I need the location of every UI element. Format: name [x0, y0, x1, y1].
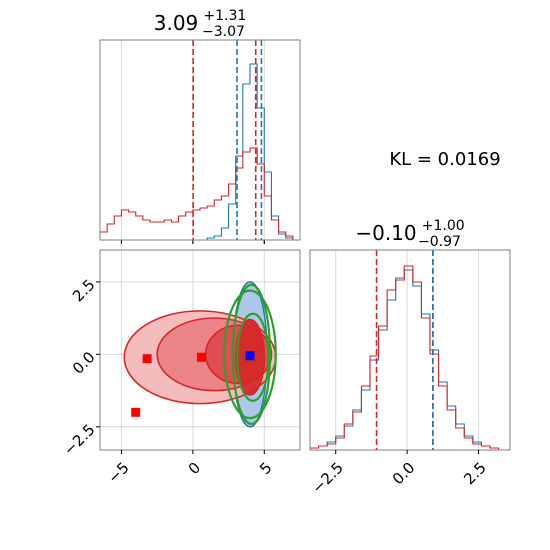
y-ticks-bottom-left: −2.5 0.0 2.5 — [60, 276, 100, 459]
title-top-left: 3.09 +1.31 — [154, 8, 247, 35]
histogram-top-left — [100, 63, 300, 240]
red-square-marker — [196, 352, 206, 362]
x-tick-label: 0.0 — [389, 459, 419, 489]
green-ellipse — [231, 283, 272, 426]
kl-annotation: KL = 0.0169 — [389, 149, 500, 170]
red-square-marker — [142, 354, 152, 364]
title-bottom-right-value: −0.10 — [355, 221, 416, 245]
contour-bottom-left — [123, 281, 277, 428]
green-ellipse — [223, 289, 277, 420]
x-tick-label: 0 — [185, 459, 204, 478]
y-tick-label: 2.5 — [69, 276, 99, 306]
x-tick-label: −5 — [104, 459, 132, 487]
x-tick-label: −2.5 — [309, 459, 347, 497]
y-tick-label: −2.5 — [60, 421, 98, 459]
y-tick-label: 0.0 — [69, 348, 99, 378]
x-tick-label: 2.5 — [460, 459, 490, 489]
histogram-bottom-right — [310, 265, 508, 450]
title-top-left-lower: −3.07 — [202, 24, 245, 40]
quantile-lines-top-left — [192, 40, 263, 240]
panel-bottom-right: −2.5 0.0 2.5 −0.10 +1.00 −0.97 — [309, 218, 511, 497]
quantile-lines-bottom-right — [375, 250, 434, 450]
x-ticks-bottom-right: −2.5 0.0 2.5 — [309, 450, 490, 497]
title-top-left-upper: +1.31 — [203, 8, 246, 24]
red-square-marker — [131, 407, 141, 417]
histogram-series-red — [310, 265, 508, 450]
title-bottom-right-lower: −0.97 — [418, 234, 461, 250]
title-bottom-right-upper: +1.00 — [422, 218, 465, 234]
panel-bottom-left: −5 0 5 −2.5 0.0 2.5 — [60, 249, 301, 487]
title-bottom-right: −0.10 +1.00 — [355, 218, 464, 245]
green-ellipse — [236, 312, 270, 402]
panel-top-left: 3.09 +1.31 −3.07 — [99, 8, 301, 244]
title-top-left-value: 3.09 — [154, 11, 199, 35]
x-tick-label: 5 — [256, 459, 275, 478]
histogram-series-blue — [200, 63, 300, 240]
histogram-series-red — [100, 147, 300, 240]
x-ticks-bottom-left: −5 0 5 — [104, 450, 276, 487]
blue-square-marker — [245, 351, 255, 361]
grid-bottom-right — [335, 250, 480, 450]
